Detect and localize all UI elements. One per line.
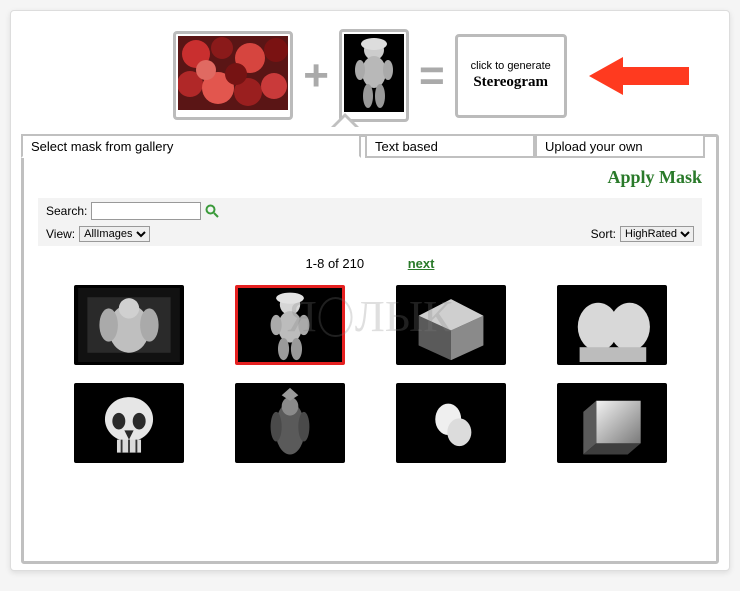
gallery-item[interactable] xyxy=(74,285,184,365)
view-sort-row: View: AllImages Sort: HighRated xyxy=(46,226,694,242)
search-label: Search: xyxy=(46,204,87,218)
app-window: + = click to generate Stereogram Sel xyxy=(10,10,730,571)
texture-image xyxy=(178,36,288,110)
sort-select[interactable]: HighRated xyxy=(620,226,694,242)
mask-image xyxy=(344,34,404,112)
gallery-item[interactable] xyxy=(557,383,667,463)
gallery-item[interactable] xyxy=(235,285,345,365)
texture-thumb[interactable] xyxy=(173,31,293,120)
tab-text-based[interactable]: Text based xyxy=(365,134,535,158)
tab-upload[interactable]: Upload your own xyxy=(535,134,705,158)
gallery-item[interactable] xyxy=(396,285,506,365)
pager-range: 1-8 of 210 xyxy=(306,256,365,271)
toolbar: Search: View: AllImages Sort xyxy=(38,198,702,246)
mask-thumb[interactable] xyxy=(339,29,409,122)
view-select[interactable]: AllImages xyxy=(79,226,150,242)
equals-symbol: = xyxy=(419,51,445,101)
panel-title: Apply Mask xyxy=(38,167,702,188)
sort-label: Sort: xyxy=(591,227,616,241)
pager: 1-8 of 210 next xyxy=(38,256,702,271)
gallery-grid xyxy=(38,277,702,471)
gallery-item[interactable] xyxy=(74,383,184,463)
generate-button[interactable]: click to generate Stereogram xyxy=(455,34,567,118)
search-input[interactable] xyxy=(91,202,201,220)
formula-row: + = click to generate Stereogram xyxy=(11,11,729,122)
tab-content: Apply Mask Search: View: AllImage xyxy=(24,137,716,481)
generate-label: Stereogram xyxy=(473,74,548,91)
tabs-panel: Select mask from gallery Text based Uplo… xyxy=(21,134,719,564)
tab-gallery[interactable]: Select mask from gallery xyxy=(21,134,361,158)
view-label: View: xyxy=(46,227,75,241)
tab-row: Select mask from gallery Text based Uplo… xyxy=(21,134,719,158)
callout-arrow-icon xyxy=(589,53,689,99)
pager-next-link[interactable]: next xyxy=(408,256,435,271)
tab-pointer-inner xyxy=(334,117,356,128)
plus-symbol: + xyxy=(303,51,329,101)
search-icon[interactable] xyxy=(205,204,219,218)
gallery-item[interactable] xyxy=(235,383,345,463)
gallery-item[interactable] xyxy=(396,383,506,463)
generate-hint: click to generate xyxy=(471,60,551,72)
search-row: Search: xyxy=(46,202,694,220)
gallery-item[interactable] xyxy=(557,285,667,365)
